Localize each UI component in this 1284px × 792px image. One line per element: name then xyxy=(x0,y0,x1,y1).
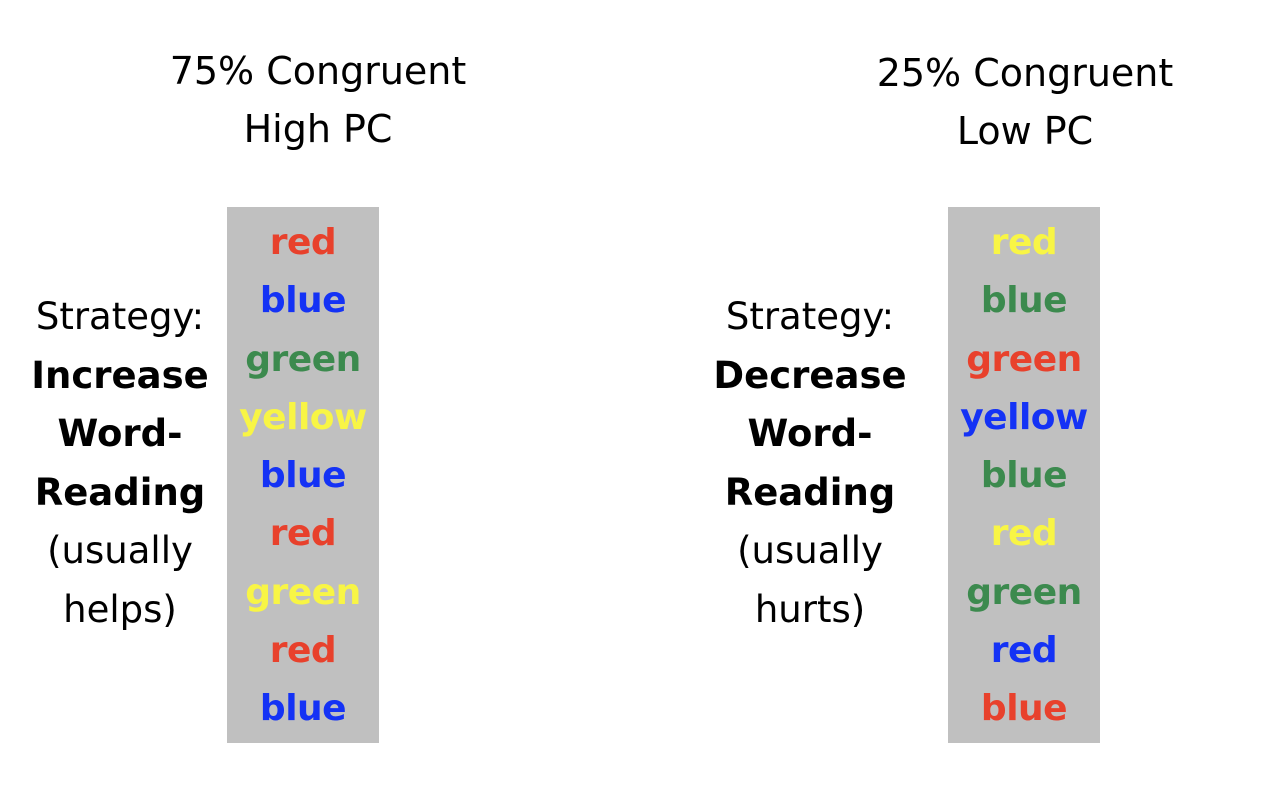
stroop-word: red xyxy=(269,513,337,555)
stroop-word: red xyxy=(269,630,337,672)
strategy-note-line2: hurts) xyxy=(754,587,866,631)
strategy-line1: Increase xyxy=(31,353,209,397)
high-pc-title-line2: High PC xyxy=(243,107,393,151)
low-pc-title-line1: 25% Congruent xyxy=(876,51,1174,95)
low-pc-strategy: Strategy: Decrease Word- Reading (usuall… xyxy=(690,288,930,639)
strategy-note-line1: (usually xyxy=(47,529,193,572)
stroop-word: blue xyxy=(980,688,1068,730)
stroop-word: yellow xyxy=(960,396,1088,438)
stroop-word: blue xyxy=(980,455,1068,497)
low-pc-title-line2: Low PC xyxy=(956,109,1094,153)
stroop-word: red xyxy=(990,513,1058,555)
low-pc-title: 25% Congruent Low PC xyxy=(795,44,1255,160)
stroop-word: green xyxy=(966,571,1082,613)
stroop-word: green xyxy=(966,338,1082,380)
stroop-word: blue xyxy=(259,688,347,730)
strategy-line2: Word- xyxy=(57,412,183,455)
high-pc-strategy: Strategy: Increase Word- Reading (usuall… xyxy=(0,288,240,639)
low-pc-word-list: red blue green yellow blue red green red blue xyxy=(948,207,1100,743)
stroop-word: green xyxy=(245,338,361,380)
high-pc-title: 75% Congruent High PC xyxy=(88,42,548,158)
strategy-line3: Reading xyxy=(34,470,206,514)
stroop-word: red xyxy=(990,222,1058,263)
stroop-word: yellow xyxy=(239,396,367,438)
strategy-label: Strategy: xyxy=(725,295,895,338)
stroop-word: red xyxy=(990,630,1058,672)
strategy-note-line1: (usually xyxy=(737,529,883,572)
strategy-note-line2: helps) xyxy=(63,587,177,631)
strategy-label: Strategy: xyxy=(35,295,205,338)
high-pc-title-line1: 75% Congruent xyxy=(169,49,467,93)
strategy-line2: Word- xyxy=(747,412,873,455)
high-pc-word-list: red blue green yellow blue red green red blue xyxy=(227,207,379,743)
stroop-word: blue xyxy=(259,455,347,497)
stroop-word: blue xyxy=(980,280,1068,322)
strategy-line1: Decrease xyxy=(713,353,907,397)
stroop-word: red xyxy=(269,222,337,263)
stroop-word: blue xyxy=(259,280,347,322)
stroop-word: green xyxy=(245,571,361,613)
strategy-line3: Reading xyxy=(724,470,896,514)
